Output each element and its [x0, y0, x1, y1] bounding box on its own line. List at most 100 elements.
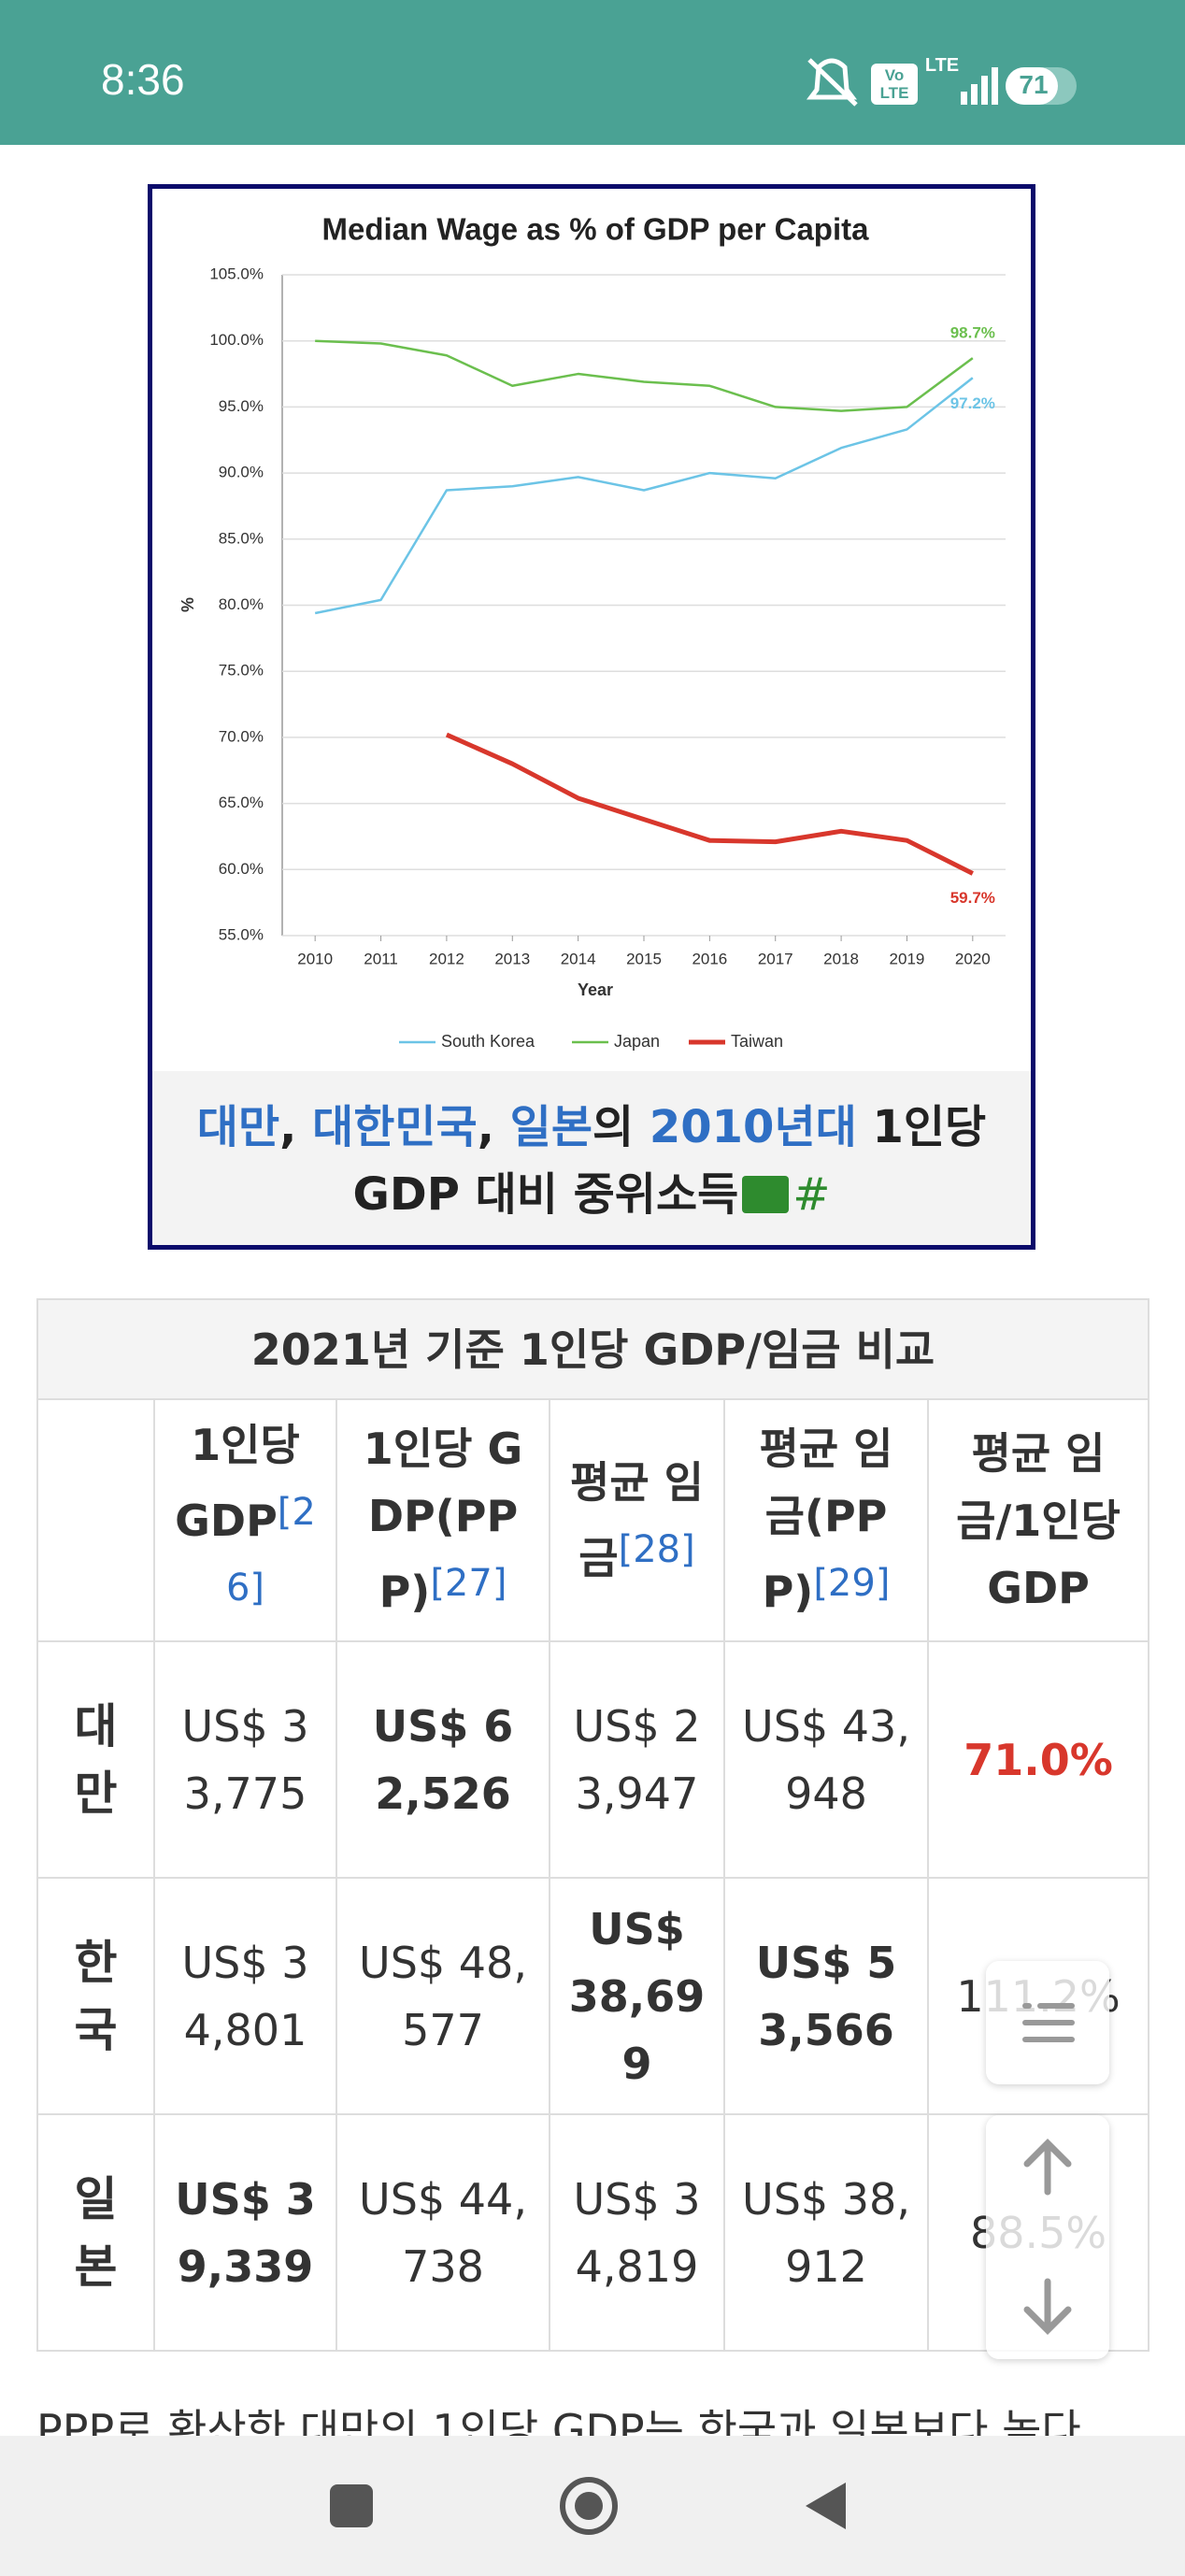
cell: 71.0% [926, 1640, 1150, 1879]
series-line [445, 732, 974, 876]
legend-label: Taiwan [731, 1032, 783, 1051]
series-line [314, 377, 974, 615]
header-text: 평균 임금/1인당 GDP [956, 1427, 1121, 1613]
footnote-ref[interactable]: [26] [225, 1490, 316, 1610]
status-icons: Vo LTE LTE 71 [807, 55, 1077, 107]
x-tick-label: 2011 [364, 950, 398, 967]
caption-link[interactable]: 2010년대 [649, 1101, 857, 1153]
y-tick-label: 60.0% [219, 860, 264, 878]
signal-bars [961, 67, 998, 105]
cell: US$ 62,526 [336, 1640, 550, 1879]
cell: US$ 34,801 [153, 1877, 337, 2115]
x-axis-label: Year [578, 980, 613, 999]
cell: US$ 34,819 [549, 2113, 725, 2352]
cell: US$ 53,566 [723, 1877, 929, 2115]
x-tick-label: 2010 [297, 950, 333, 967]
header-text: 평균 임금(PPP) [759, 1424, 893, 1617]
y-tick-label: 85.0% [219, 529, 264, 547]
cell: US$ 38,699 [549, 1877, 725, 2115]
toc-button[interactable] [986, 1961, 1109, 2084]
y-tick-label: 105.0% [209, 265, 264, 282]
nav-icons [330, 2477, 846, 2535]
battery-text: 71 [1019, 70, 1048, 99]
cell: US$ 43,948 [723, 1640, 929, 1879]
caption-box [152, 1071, 1031, 1245]
cell: US$ 33,775 [153, 1640, 337, 1879]
home-button[interactable] [560, 2477, 618, 2535]
x-tick-label: 2017 [758, 950, 793, 967]
network-type: LTE [925, 55, 959, 76]
x-tick-label: 2016 [692, 950, 727, 967]
back-button[interactable] [806, 2483, 846, 2529]
volte-text: LTE [880, 84, 909, 102]
x-tick-label: 2013 [494, 950, 530, 967]
caption-link[interactable]: 대한민국 [312, 1101, 478, 1153]
x-tick-label: 2012 [429, 950, 464, 967]
volte-text: Vo [885, 66, 904, 84]
caption-text: , [279, 1101, 313, 1153]
link-icon[interactable] [742, 1176, 790, 1213]
caption-link[interactable]: 일본 [509, 1101, 592, 1153]
volte-box [871, 64, 918, 105]
scroll-icons[interactable] [986, 2115, 1109, 2359]
header-cell: 1인당 GDP[26] [153, 1398, 337, 1642]
legend-label: Japan [614, 1032, 660, 1051]
anchor-link[interactable]: # [792, 1168, 831, 1221]
header-text: 평균 임금 [570, 1457, 704, 1583]
figure-caption: 대만, 대한민국, 일본의 2010년대 1인당 GDP 대비 중위소득 # [171, 1094, 1012, 1228]
cell: US$ 38,912 [723, 2113, 929, 2352]
y-tick-label: 65.0% [219, 794, 264, 811]
navigation-bar [0, 2436, 1185, 2576]
x-tick-label: 2015 [626, 950, 662, 967]
recents-button[interactable] [330, 2484, 373, 2527]
header-text: 1인당 GDP [175, 1419, 300, 1546]
data-label: 98.7% [950, 324, 995, 342]
header-cell: 평균 임금[28] [549, 1398, 725, 1642]
caption-text: 1인당 GDP 대비 중위소득 [352, 1101, 987, 1221]
line-chart: Median Wage as % of GDP per Capita Year … [178, 212, 1006, 1051]
caption-link[interactable]: 대만 [196, 1101, 280, 1153]
cell: US$ 39,339 [153, 2113, 337, 2352]
cell: US$ 23,947 [549, 1640, 725, 1879]
comparison-table: 2021년 기준 1인당 GDP/임금 비교 1인당 GDP[26] 1인당 G… [36, 1298, 1150, 2352]
table-title: 2021년 기준 1인당 GDP/임금 비교 [36, 1298, 1150, 1400]
x-tick-label: 2019 [890, 950, 925, 967]
x-tick-label: 2020 [955, 950, 991, 967]
chart-title: Median Wage as % of GDP per Capita [322, 212, 870, 247]
home-dot [575, 2492, 603, 2520]
row-header: 일본 [36, 2113, 155, 2352]
battery-level [1006, 67, 1058, 105]
toc-icon [1022, 2003, 1075, 2042]
y-axis-label: % [178, 597, 197, 612]
y-tick-label: 75.0% [219, 662, 264, 680]
caption-text: , [477, 1101, 510, 1153]
header-cell: 1인당 GDP(PPP)[27] [336, 1398, 550, 1642]
y-tick-label: 55.0% [219, 925, 264, 943]
series-line [315, 339, 974, 412]
data-label: 59.7% [950, 889, 995, 907]
mute-icon [807, 58, 858, 107]
legend-label: South Korea [441, 1032, 535, 1051]
status-bar: 8:36 Vo LTE LTE 71 [0, 0, 1185, 145]
footnote-ref[interactable]: [27] [430, 1562, 507, 1605]
y-tick-label: 70.0% [219, 727, 264, 745]
data-label: 97.2% [950, 394, 995, 412]
cell: US$ 48,577 [336, 1877, 550, 2115]
row-header: 대만 [36, 1640, 155, 1879]
y-tick-label: 95.0% [219, 397, 264, 415]
row-header: 한국 [36, 1877, 155, 2115]
header-cell: 평균 임금/1인당 GDP [926, 1398, 1150, 1642]
x-tick-label: 2018 [823, 950, 859, 967]
header-cell: 평균 임금(PPP)[29] [723, 1398, 929, 1642]
footnote-ref[interactable]: [28] [618, 1528, 695, 1571]
x-tick-label: 2014 [561, 950, 596, 967]
y-tick-label: 80.0% [219, 595, 264, 613]
footnote-ref[interactable]: [29] [813, 1562, 891, 1605]
y-tick-label: 90.0% [219, 464, 264, 481]
scroll-buttons [986, 2115, 1109, 2359]
header-text: 1인당 GDP(PPP) [363, 1424, 523, 1617]
y-tick-label: 100.0% [209, 331, 264, 349]
clock: 8:36 [101, 55, 185, 104]
cell: US$ 44,738 [336, 2113, 550, 2352]
